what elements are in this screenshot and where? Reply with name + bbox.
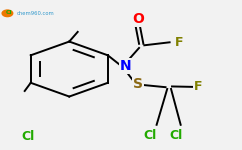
Text: S: S: [133, 77, 143, 91]
Text: Cl: Cl: [170, 129, 183, 142]
Text: Cl: Cl: [22, 130, 35, 143]
Text: Cl: Cl: [5, 10, 12, 15]
Circle shape: [2, 10, 13, 17]
Text: Cl: Cl: [143, 129, 157, 142]
Text: O: O: [132, 12, 144, 26]
Text: F: F: [174, 36, 183, 49]
Text: N: N: [120, 59, 132, 73]
Text: F: F: [194, 80, 202, 93]
Text: chem960.com: chem960.com: [17, 11, 55, 16]
